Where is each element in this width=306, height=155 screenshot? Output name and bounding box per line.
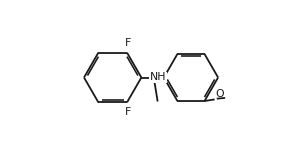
Text: F: F <box>125 38 131 48</box>
Text: O: O <box>215 89 224 99</box>
Text: NH: NH <box>150 73 166 82</box>
Text: F: F <box>125 107 131 117</box>
